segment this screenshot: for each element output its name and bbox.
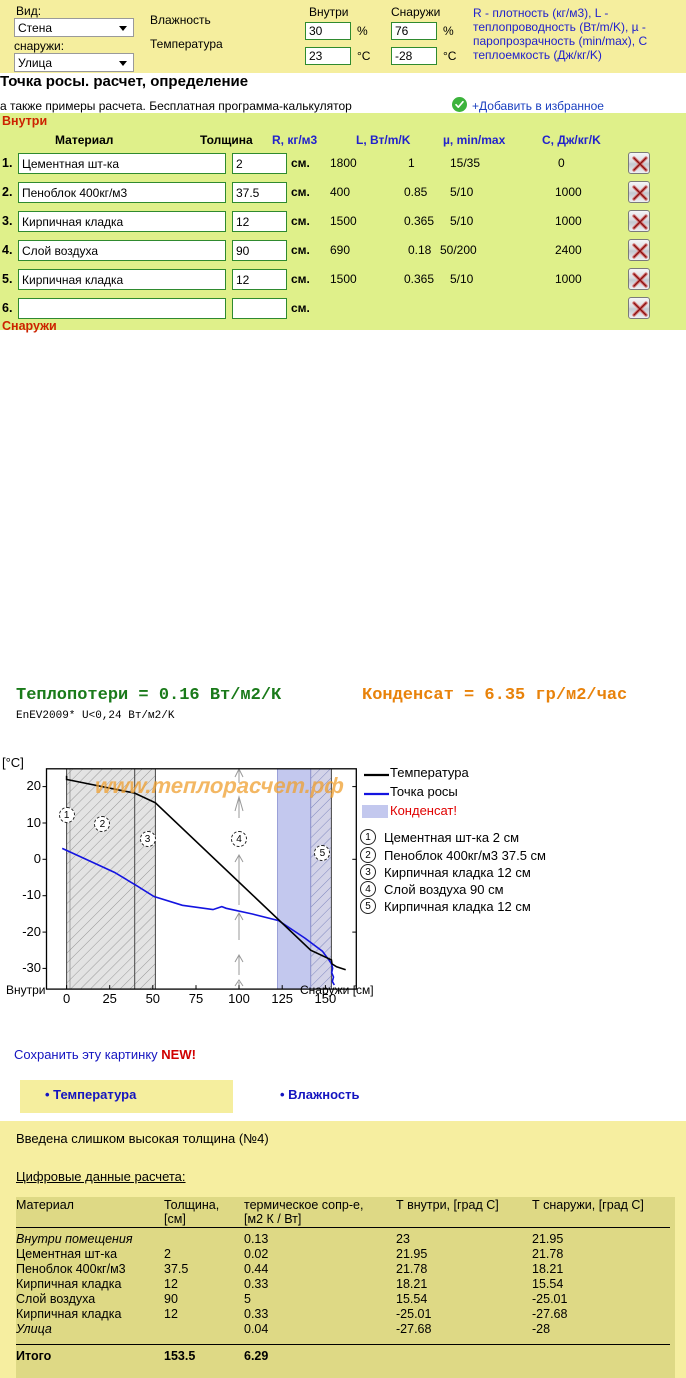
svg-text:100: 100 bbox=[228, 991, 250, 1006]
svg-text:10: 10 bbox=[27, 815, 41, 830]
svg-text:50: 50 bbox=[146, 991, 160, 1006]
svg-text:20: 20 bbox=[27, 778, 41, 793]
svg-text:-20: -20 bbox=[22, 924, 41, 939]
svg-text:125: 125 bbox=[271, 991, 293, 1006]
svg-text:75: 75 bbox=[189, 991, 203, 1006]
svg-text:0: 0 bbox=[63, 991, 70, 1006]
svg-text:-30: -30 bbox=[22, 960, 41, 975]
svg-text:-10: -10 bbox=[22, 887, 41, 902]
svg-text:25: 25 bbox=[102, 991, 116, 1006]
svg-text:0: 0 bbox=[34, 851, 41, 866]
